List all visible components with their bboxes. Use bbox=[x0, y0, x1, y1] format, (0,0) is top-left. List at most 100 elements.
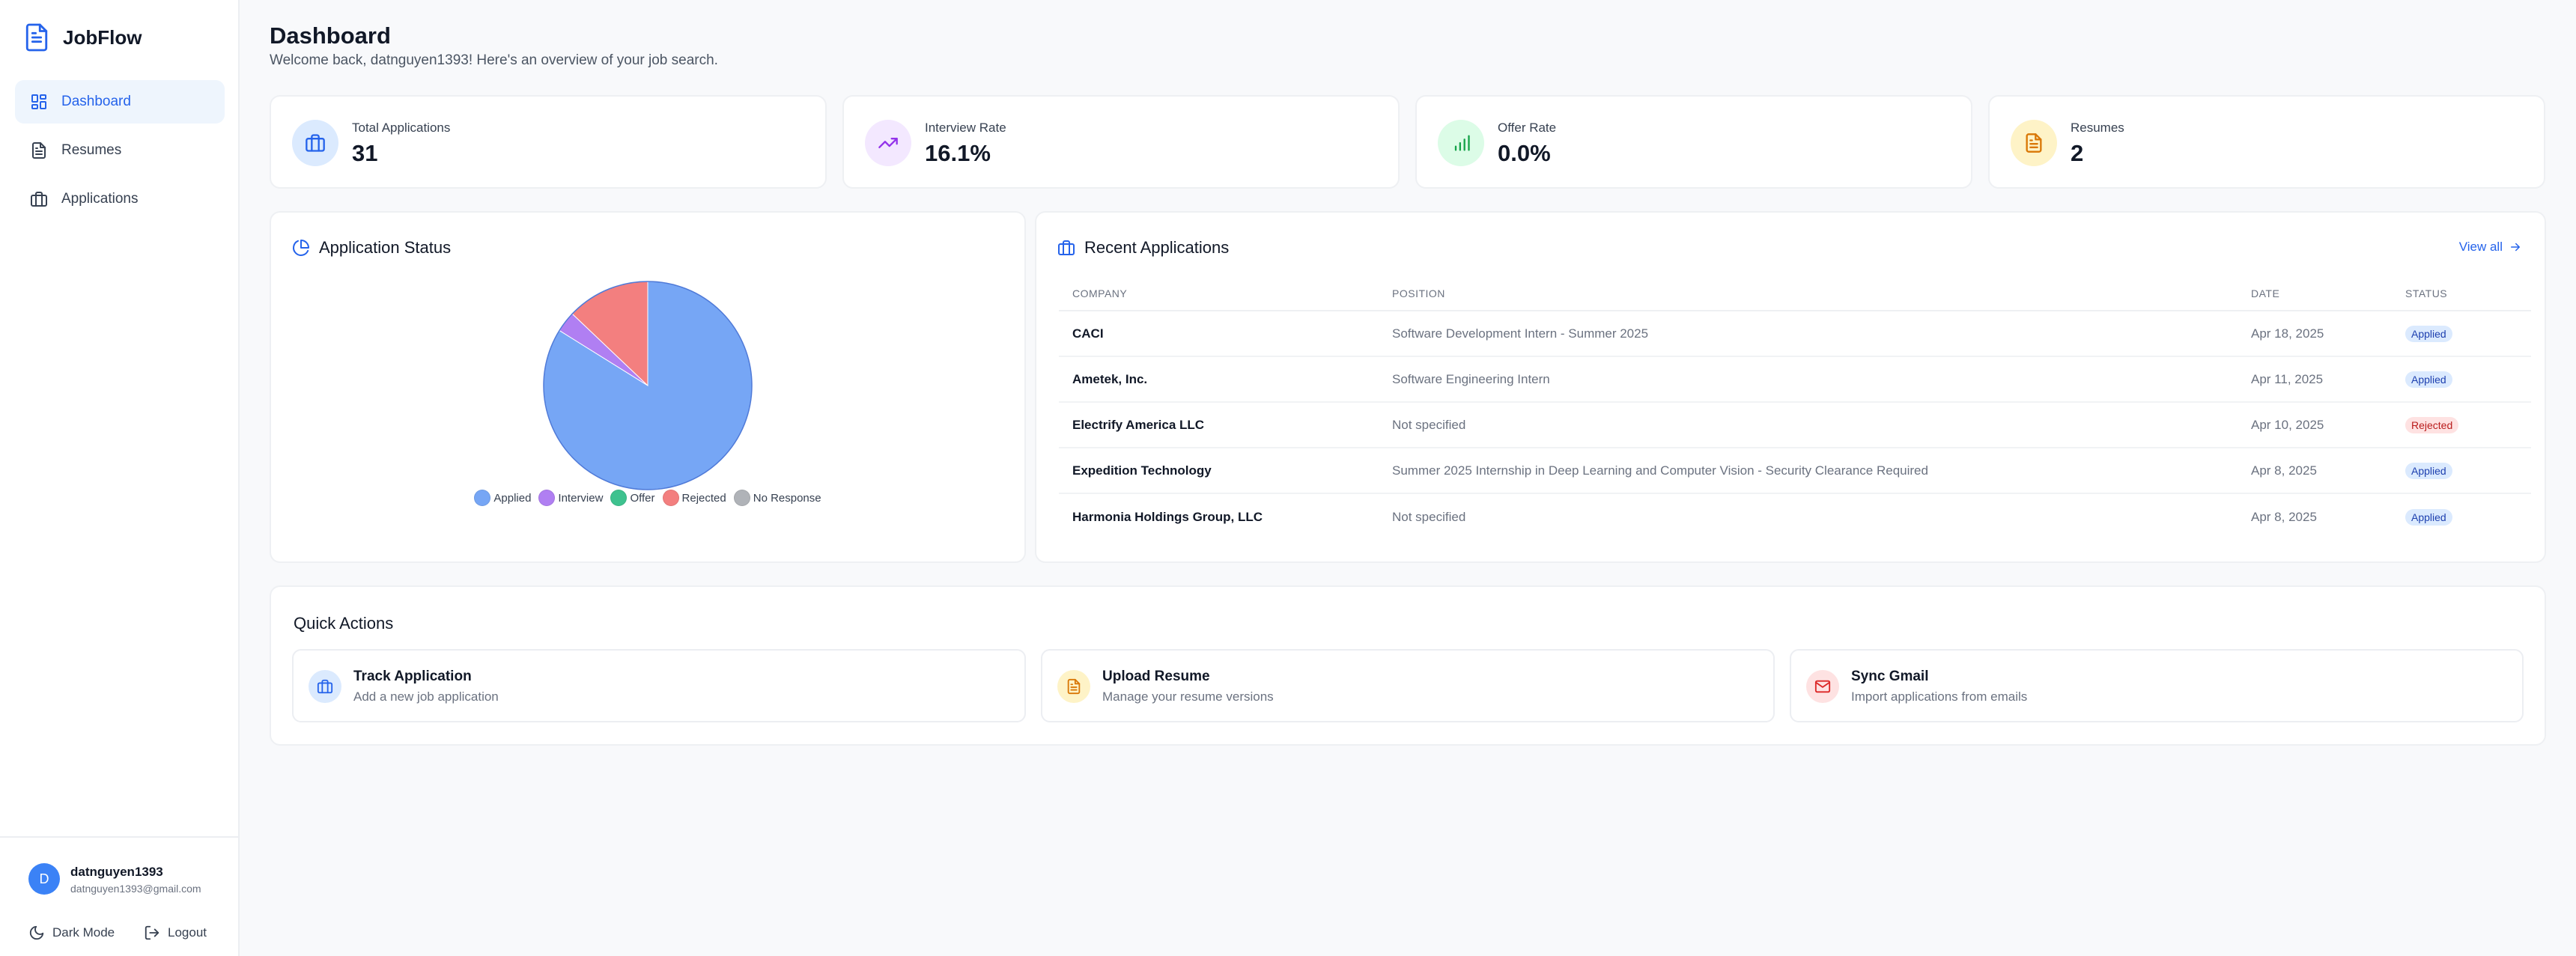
qa-icon-wrap bbox=[1806, 670, 1839, 703]
table-row[interactable]: Harmonia Holdings Group, LLC Not specifi… bbox=[1059, 494, 2531, 540]
stat-card-offer-rate: Offer Rate 0.0% bbox=[1415, 95, 1972, 189]
stat-card-interview-rate: Interview Rate 16.1% bbox=[842, 95, 1400, 189]
status-badge: Applied bbox=[2405, 508, 2452, 526]
trending-up-icon bbox=[878, 138, 898, 148]
sidebar-item-resumes[interactable]: Resumes bbox=[15, 129, 225, 172]
moon-icon bbox=[29, 925, 44, 940]
logout-button[interactable]: Logout bbox=[144, 925, 207, 941]
dark-mode-label: Dark Mode bbox=[52, 925, 115, 940]
legend-swatch bbox=[733, 490, 750, 506]
dark-mode-button[interactable]: Dark Mode bbox=[28, 925, 115, 941]
table-row[interactable]: Ametek, Inc. Software Engineering Intern… bbox=[1059, 357, 2531, 403]
brand[interactable]: JobFlow bbox=[24, 22, 142, 52]
sidebar-item-dashboard[interactable]: Dashboard bbox=[15, 80, 225, 124]
mail-icon bbox=[1814, 680, 1831, 693]
cell-status: Applied bbox=[2392, 325, 2531, 342]
stat-value: 0.0% bbox=[1498, 140, 1551, 166]
quick-actions-panel: Quick Actions Track Application Add a ne… bbox=[270, 585, 2546, 746]
legend-label: Applied bbox=[493, 491, 532, 505]
qa-description: Manage your resume versions bbox=[1102, 689, 1274, 704]
logout-icon bbox=[145, 925, 160, 940]
legend-swatch bbox=[474, 490, 491, 506]
track-application-button[interactable]: Track Application Add a new job applicat… bbox=[292, 649, 1026, 722]
document-icon bbox=[1067, 678, 1081, 695]
qa-label: Upload Resume bbox=[1102, 669, 1210, 684]
application-status-panel: Application Status Applied Interview Offer… bbox=[270, 211, 1026, 563]
stat-label: Interview Rate bbox=[925, 121, 1006, 135]
quick-actions-title: Quick Actions bbox=[294, 614, 394, 633]
briefcase-icon bbox=[317, 679, 333, 694]
status-badge: Applied bbox=[2405, 462, 2452, 479]
sidebar-item-label: Applications bbox=[61, 191, 139, 207]
pie-chart-icon bbox=[293, 240, 309, 256]
app-name: JobFlow bbox=[63, 25, 142, 49]
sync-gmail-button[interactable]: Sync Gmail Import applications from emai… bbox=[1790, 649, 2524, 722]
cell-company: Harmonia Holdings Group, LLC bbox=[1072, 509, 1263, 524]
legend-item[interactable]: Applied bbox=[474, 490, 531, 506]
panel-title-text: Recent Applications bbox=[1084, 238, 1230, 257]
panel-title: Recent Applications bbox=[1057, 238, 1229, 258]
document-icon bbox=[2026, 133, 2042, 153]
cell-status: Applied bbox=[2392, 371, 2531, 388]
status-badge: Applied bbox=[2405, 371, 2452, 388]
stat-label: Resumes bbox=[2071, 121, 2124, 135]
legend-swatch bbox=[610, 490, 628, 506]
table-header: COMPANY POSITION DATE STATUS bbox=[1059, 277, 2531, 311]
recent-applications-panel: Recent Applications View all COMPANY POS… bbox=[1035, 211, 2546, 563]
stat-icon-wrap bbox=[2011, 120, 2057, 166]
grid-icon bbox=[31, 94, 46, 109]
stat-icon-wrap bbox=[292, 120, 338, 166]
legend-item[interactable]: Rejected bbox=[662, 490, 726, 506]
table-row[interactable]: Expedition Technology Summer 2025 Intern… bbox=[1059, 448, 2531, 494]
qa-description: Import applications from emails bbox=[1851, 689, 2028, 704]
cell-status: Applied bbox=[2392, 508, 2531, 526]
qa-icon-wrap bbox=[1057, 670, 1090, 703]
sidebar-item-label: Dashboard bbox=[61, 94, 131, 109]
qa-icon-wrap bbox=[309, 670, 341, 703]
stat-value: 16.1% bbox=[925, 140, 991, 166]
column-header-date: DATE bbox=[2251, 287, 2280, 299]
upload-resume-button[interactable]: Upload Resume Manage your resume version… bbox=[1041, 649, 1775, 722]
cell-position: Summer 2025 Internship in Deep Learning … bbox=[1392, 463, 1928, 478]
stat-value: 31 bbox=[352, 140, 378, 166]
avatar[interactable]: D bbox=[28, 863, 60, 895]
legend-item[interactable]: Offer bbox=[610, 490, 655, 506]
panel-title: Application Status bbox=[292, 238, 451, 258]
status-badge: Rejected bbox=[2405, 416, 2459, 433]
arrow-right-icon bbox=[2511, 243, 2520, 252]
legend-swatch bbox=[662, 490, 679, 506]
pie-outline bbox=[543, 281, 753, 490]
page-title: Dashboard bbox=[270, 22, 391, 49]
table-row[interactable]: Electrify America LLC Not specified Apr … bbox=[1059, 403, 2531, 448]
cell-position: Software Engineering Intern bbox=[1392, 371, 1550, 386]
status-badge: Applied bbox=[2405, 325, 2452, 342]
stat-label: Offer Rate bbox=[1498, 121, 1557, 135]
cell-date: Apr 8, 2025 bbox=[2251, 509, 2317, 524]
user-name: datnguyen1393 bbox=[70, 865, 163, 879]
document-logo-icon bbox=[25, 23, 48, 52]
sidebar-item-applications[interactable]: Applications bbox=[15, 177, 225, 221]
view-all-label: View all bbox=[2458, 240, 2503, 254]
qa-label: Sync Gmail bbox=[1851, 669, 1929, 684]
status-pie-chart bbox=[543, 281, 753, 490]
cell-position: Software Development Intern - Summer 202… bbox=[1392, 326, 1649, 341]
legend-item[interactable]: Interview bbox=[538, 490, 603, 506]
briefcase-icon bbox=[306, 134, 325, 152]
table-row[interactable]: CACI Software Development Intern - Summe… bbox=[1059, 311, 2531, 357]
cell-company: Expedition Technology bbox=[1072, 463, 1212, 478]
cell-position: Not specified bbox=[1392, 509, 1466, 524]
user-panel: D datnguyen1393 datnguyen1393@gmail.com … bbox=[0, 836, 238, 956]
stat-card-total-applications: Total Applications 31 bbox=[270, 95, 827, 189]
cell-company: Electrify America LLC bbox=[1072, 417, 1205, 432]
cell-status: Rejected bbox=[2392, 416, 2531, 433]
cell-company: Ametek, Inc. bbox=[1072, 371, 1148, 386]
qa-label: Track Application bbox=[353, 669, 472, 684]
legend-label: No Response bbox=[753, 491, 821, 505]
user-email: datnguyen1393@gmail.com bbox=[70, 883, 201, 895]
stat-card-resumes: Resumes 2 bbox=[1988, 95, 2545, 189]
panel-title-text: Application Status bbox=[319, 238, 452, 257]
legend-label: Rejected bbox=[681, 491, 726, 505]
briefcase-icon bbox=[31, 192, 47, 207]
view-all-link[interactable]: View all bbox=[2459, 240, 2522, 255]
legend-item[interactable]: No Response bbox=[733, 490, 821, 506]
